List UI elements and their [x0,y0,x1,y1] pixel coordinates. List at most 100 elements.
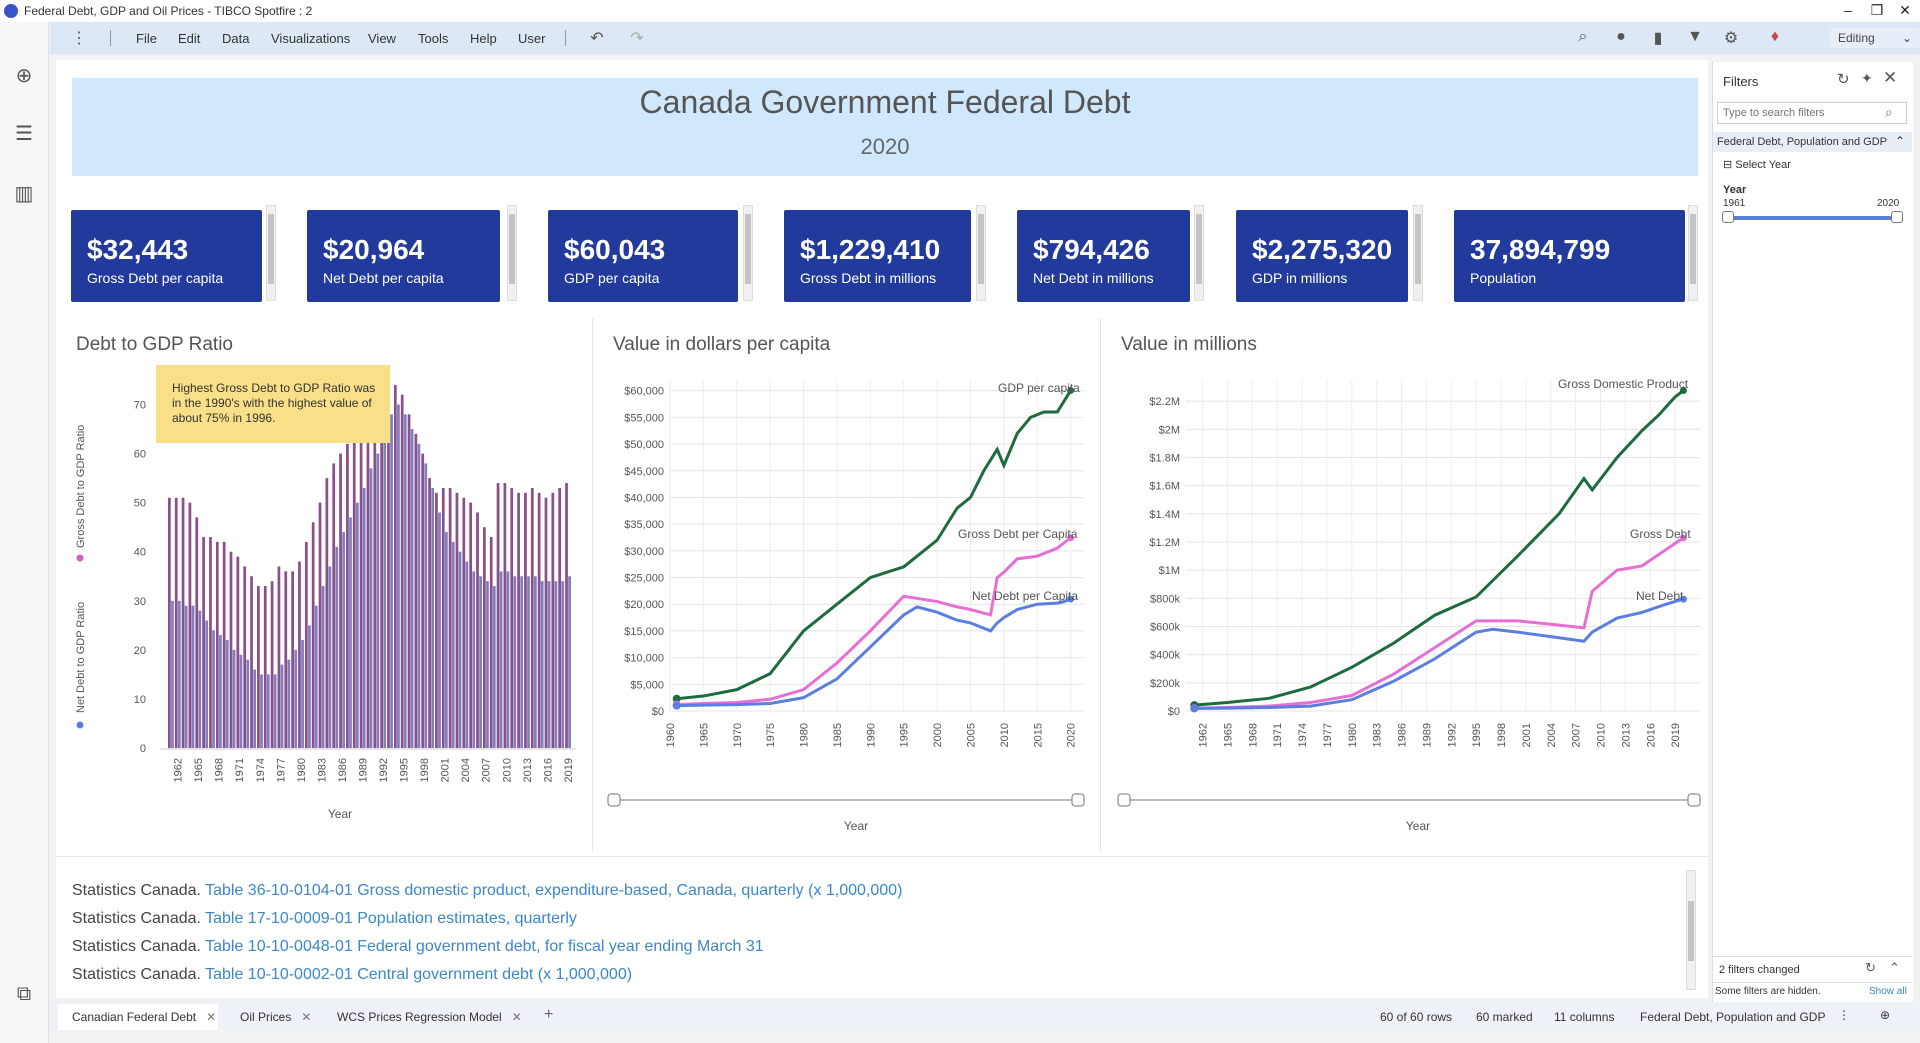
more-options-icon[interactable]: ⋮ [71,30,87,47]
data-panel-icon[interactable]: ☰ [15,123,33,145]
kpi-scrollbar[interactable] [976,205,986,301]
filter-group[interactable]: ⊟ Select Year [1723,158,1791,171]
bookmark-icon[interactable]: ▮ [1653,30,1663,47]
filter-table-header[interactable]: Federal Debt, Population and GDP ⌃ [1713,132,1912,152]
bar [366,404,370,748]
visualization-icon[interactable]: ▥ [14,183,34,205]
x-tick-label: 2000 [932,723,944,747]
close-tab-icon[interactable]: ✕ [301,1010,312,1024]
add-page-icon[interactable]: + [544,1006,554,1023]
bar [448,487,452,748]
close-icon[interactable]: ✕ [1883,68,1898,87]
y-tick-label: $200k [1150,678,1180,690]
kpi-net-debt-millions[interactable]: $794,426 Net Debt in millions [1017,210,1190,302]
kpi-population[interactable]: 37,894,799 Population [1454,210,1685,302]
per-capita-line-chart[interactable]: $0 $5,000 $10,000 $15,000 $20,000 $25,000 $30,… [598,360,1098,840]
chevron-up-icon[interactable]: ⌃ [1889,960,1900,975]
search-icon[interactable]: ⌕ [1578,28,1588,45]
menu-tools[interactable]: Tools [418,31,449,46]
bar [476,512,479,748]
kpi-gdp-per-capita[interactable]: $60,043 GDP per capita [548,210,738,302]
slider-handle-min[interactable] [1722,211,1734,223]
slider-handle-max[interactable] [1891,211,1903,223]
data-canvas-icon[interactable]: ⧉ [16,983,32,1005]
pin-icon[interactable]: ✦ [1861,70,1873,86]
minimize-button[interactable]: – [1844,2,1852,18]
status-table[interactable]: Federal Debt, Population and GDP [1640,1010,1826,1024]
x-tick-label: 1989 [357,758,369,782]
bar [489,537,493,748]
x-tick-label: 1980 [296,758,308,782]
reset-filters-icon[interactable]: ↻ [1865,960,1876,975]
close-window-button[interactable]: ✕ [1899,2,1911,18]
y-tick-label: $1.6M [1149,481,1180,493]
x-tick-label: 1995 [1471,723,1483,747]
bar [380,384,384,748]
search-icon: ⌕ [1885,104,1893,120]
menu-help[interactable]: Help [470,31,497,46]
bar [308,625,311,748]
bar [482,527,486,748]
bar [191,605,195,748]
x-tick-label: 1989 [1421,723,1433,747]
bar [458,551,462,748]
show-all-link[interactable]: Show all [1869,986,1907,997]
close-tab-icon[interactable]: ✕ [511,1010,522,1024]
kpi-gross-debt-per-capita[interactable]: $32,443 Gross Debt per capita [71,210,262,302]
restore-button[interactable]: ❐ [1870,2,1884,18]
source-link[interactable]: Table 10-10-0048-01 Federal government d… [205,938,764,955]
tab-canadian-federal-debt[interactable]: Canadian Federal Debt ✕ [72,1010,216,1024]
menu-data[interactable]: Data [222,31,250,46]
year-range-slider[interactable] [1727,216,1897,220]
menu-view[interactable]: View [368,31,396,46]
kpi-scrollbar[interactable] [743,205,753,301]
y-tick-label: 70 [134,400,146,412]
undo-icon[interactable]: ↶ [590,30,604,47]
tab-oil-prices[interactable]: Oil Prices ✕ [240,1010,311,1024]
x-tick-label: 1995 [399,758,411,782]
kpi-gdp-millions[interactable]: $2,275,320 GDP in millions [1236,210,1408,302]
menu-visualizations[interactable]: Visualizations [271,31,351,46]
bar [321,586,325,748]
debt-to-gdp-bar-chart[interactable]: 0 10 20 30 40 50 60 70 1962 1965 1968 1971 1974 1977 1… [64,360,592,840]
close-tab-icon[interactable]: ✕ [206,1010,217,1024]
kpi-scrollbar[interactable] [507,205,517,301]
bar [294,649,298,748]
spotfire-logo-icon [4,4,18,18]
collaboration-icon[interactable]: ● [1616,28,1626,45]
bar [479,576,482,748]
bar [352,433,356,748]
gear-icon[interactable]: ⚙ [1723,30,1739,47]
source-link[interactable]: Table 17-10-0009-01 Population estimates… [205,910,577,927]
menu-file[interactable]: File [136,31,157,46]
kpi-scrollbar[interactable] [1413,205,1423,301]
x-tick-label: 1977 [275,758,287,782]
kpi-net-debt-per-capita[interactable]: $20,964 Net Debt per capita [307,210,500,302]
chevron-up-icon: ⌃ [1895,134,1906,148]
source-link[interactable]: Table 36-10-0104-01 Gross domestic produ… [205,882,903,899]
notification-icon[interactable]: ♦ [1770,28,1780,45]
add-icon[interactable]: ⊕ [15,65,33,87]
bar [298,561,301,748]
menu-user[interactable]: User [518,31,546,46]
tab-wcs-regression[interactable]: WCS Prices Regression Model ✕ [337,1010,522,1024]
millions-line-chart[interactable]: $0 $200k $400k $600k $800k $1M $1.2M $1.4M $1.6M… [1106,360,1706,840]
more-options-icon[interactable]: ⋮ [1838,1008,1850,1022]
redo-icon[interactable]: ↷ [630,30,644,47]
menu-edit[interactable]: Edit [178,31,201,46]
filter-icon[interactable]: ▼ [1687,28,1703,45]
mode-dropdown[interactable]: Editing ⌄ [1830,28,1920,48]
kpi-scrollbar[interactable] [266,205,276,301]
kpi-scrollbar[interactable] [1194,205,1204,301]
sources-scrollbar[interactable] [1686,870,1696,990]
bar [431,487,435,748]
source-link[interactable]: Table 10-10-0002-01 Central government d… [205,966,633,983]
filter-search-input[interactable] [1717,102,1907,124]
globe-icon[interactable]: ⊕ [1880,1008,1891,1022]
y-tick-label: 60 [134,449,146,461]
bar [263,586,267,748]
kpi-gross-debt-millions[interactable]: $1,229,410 Gross Debt in millions [784,210,971,302]
bar [219,635,222,748]
kpi-scrollbar[interactable] [1688,205,1698,301]
reset-icon[interactable]: ↻ [1837,71,1850,88]
